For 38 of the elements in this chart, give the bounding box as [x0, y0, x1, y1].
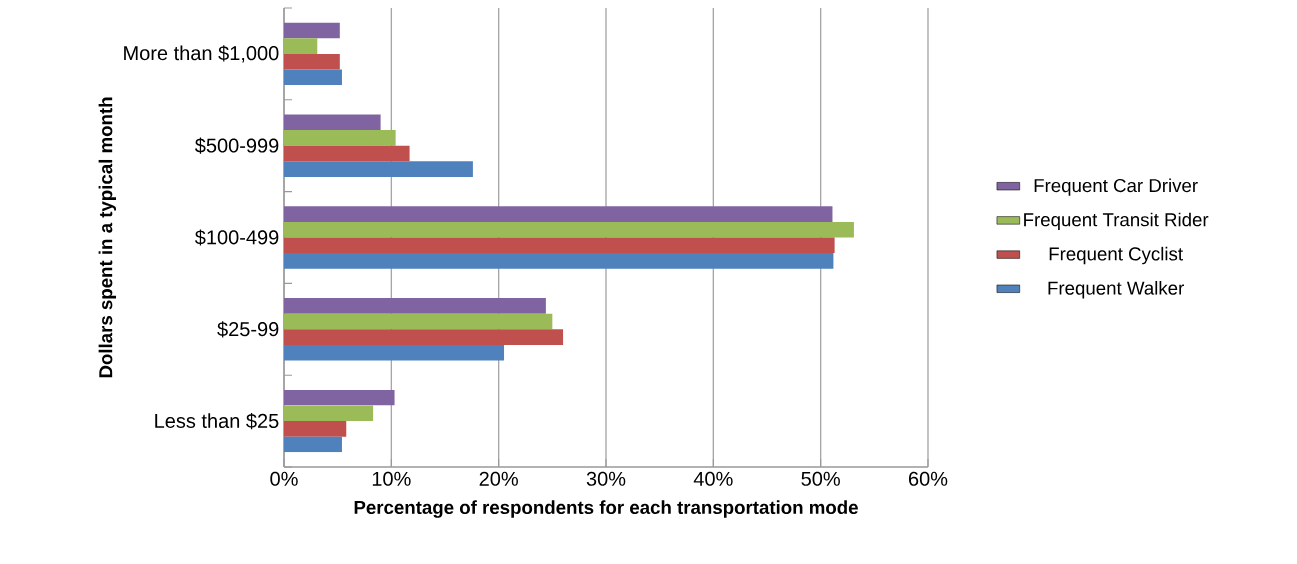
bar — [284, 237, 835, 254]
x-axis-title: Percentage of respondents for each transportation mode — [354, 500, 858, 518]
bar — [284, 145, 410, 162]
bar — [284, 130, 396, 146]
bar — [284, 206, 833, 222]
y-tick-label: $500-999 — [194, 137, 279, 154]
bar — [284, 253, 834, 269]
y-tick-label: $100-499 — [194, 229, 279, 246]
bar — [284, 313, 553, 330]
y-axis-title: Dollars spent in a typical month — [98, 97, 117, 378]
bar — [284, 161, 473, 177]
x-tick-label: 60% — [909, 471, 948, 486]
legend-label: Frequent Car Driver — [1034, 178, 1198, 196]
bar — [284, 344, 505, 361]
bar — [284, 389, 395, 406]
bar — [284, 114, 381, 131]
bar — [284, 436, 342, 453]
x-tick-label: 20% — [479, 471, 518, 486]
x-tick-label: 40% — [693, 471, 733, 486]
bar — [284, 53, 340, 70]
bar — [284, 298, 546, 314]
y-tick-label: $25-99 — [217, 321, 279, 338]
x-tick-label: 10% — [372, 471, 411, 486]
bar — [284, 405, 374, 422]
y-tick-label: Less than $25 — [155, 412, 279, 430]
bar — [284, 329, 564, 345]
x-tick-label: 0% — [270, 471, 298, 486]
bar — [284, 22, 340, 39]
bar — [284, 38, 318, 54]
legend-label: Frequent Cyclist — [1049, 246, 1183, 265]
bar — [284, 69, 342, 86]
x-tick-label: 30% — [586, 471, 626, 486]
bar — [284, 421, 347, 437]
bar — [284, 221, 854, 238]
y-tick-label: More than $1,000 — [124, 45, 279, 63]
x-tick-label: 50% — [801, 471, 840, 486]
legend-label: Frequent Transit Rider — [1024, 212, 1209, 231]
legend-label: Frequent Walker — [1048, 281, 1184, 299]
